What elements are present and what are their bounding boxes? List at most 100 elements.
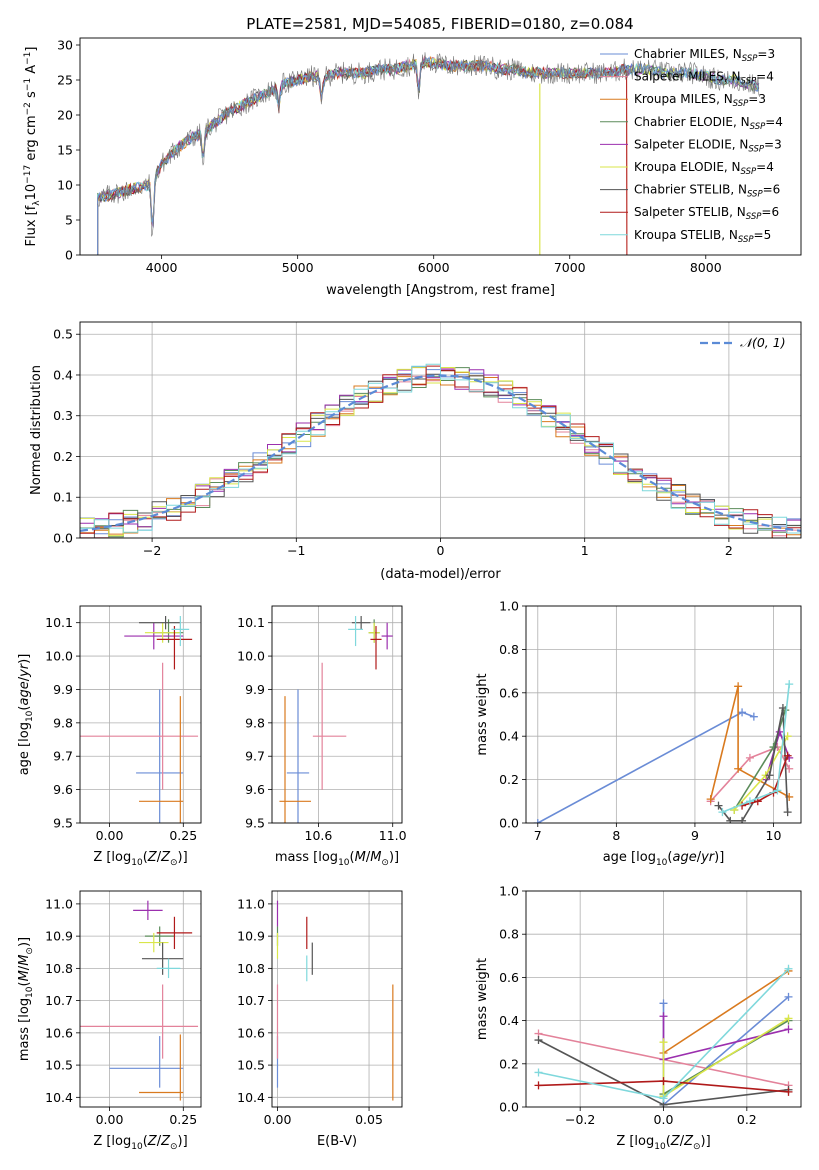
errorbar-kroupa-stelib bbox=[171, 616, 190, 647]
spectrum-observed bbox=[97, 52, 760, 237]
figure-title: PLATE=2581, MJD=54085, FIBERID=0180, z=0… bbox=[246, 15, 633, 33]
residuals-frame bbox=[79, 321, 802, 539]
legend-model: Chabrier ELODIE bbox=[634, 115, 733, 129]
spectrum-xlabel: wavelength [Angstrom, rest frame] bbox=[326, 283, 555, 298]
errorbar-chabrier-stelib bbox=[351, 616, 371, 630]
weight-line bbox=[537, 711, 755, 823]
residuals-ylabel: Normed distribution bbox=[29, 365, 44, 495]
legend-entry: Kroupa STELIB, NSSP=5 bbox=[634, 228, 771, 245]
weight-marker bbox=[718, 808, 727, 817]
age-vs-Z-frame bbox=[79, 605, 202, 824]
y-tick-label: 10.1 bbox=[237, 615, 265, 630]
legend-entry: Salpeter MILES, NSSP=4 bbox=[634, 70, 774, 87]
legend-nssp: 6 bbox=[771, 205, 779, 219]
weight-vs-age-series bbox=[533, 680, 794, 823]
y-tick-label: 10.4 bbox=[45, 1090, 73, 1105]
errorbar-kroupa-miles bbox=[279, 696, 311, 823]
age-vs-mass-axes: 10.6 11.0 9.5 9.6 9.7 9.8 9.9 10.0 10.1 bbox=[237, 606, 407, 843]
spectrum-legend: Chabrier MILES, NSSP=3 Salpeter MILES, NS… bbox=[600, 47, 783, 245]
legend-entry: Chabrier MILES, NSSP=3 bbox=[634, 47, 775, 64]
x-tick-label: 0.05 bbox=[355, 1112, 383, 1127]
weight-marker bbox=[534, 1068, 543, 1077]
errorbar-kroupa-miles bbox=[139, 1034, 184, 1101]
weight-marker bbox=[738, 816, 747, 823]
age-vs-Z-xlabel: Z [log10(Z/Z⊙)] bbox=[93, 850, 187, 868]
y-tick-label: 11.0 bbox=[237, 896, 265, 911]
y-tick-label: 10.7 bbox=[45, 993, 73, 1008]
mass-vs-Z-axes: 0.00 0.25 10.4 10.5 10.6 10.7 10.8 10.9 11.0 bbox=[45, 891, 201, 1127]
x-tick-label: 0.25 bbox=[169, 1112, 197, 1127]
weight-marker bbox=[706, 795, 715, 804]
legend-nssp: 4 bbox=[775, 115, 783, 129]
age-vs-mass-points bbox=[279, 616, 393, 823]
weight-vs-age-xlabel: age [log10(age/yr)] bbox=[603, 850, 725, 868]
legend-entry: Salpeter ELODIE, NSSP=3 bbox=[634, 137, 782, 154]
spectrum-model-salpeter-stelib bbox=[97, 59, 628, 255]
x-tick-label: 6000 bbox=[418, 260, 450, 275]
mass-vs-Z-ylabel: mass [log10(M/M⊙)] bbox=[17, 937, 35, 1061]
weight-series-chabrier-stelib bbox=[714, 703, 792, 823]
weight-marker bbox=[749, 712, 758, 721]
y-tick-label: 9.7 bbox=[245, 749, 265, 764]
y-tick-label: 0.0 bbox=[499, 816, 519, 831]
weight-series-kroupa-miles bbox=[706, 682, 794, 804]
y-tick-label: 9.5 bbox=[53, 816, 73, 831]
y-tick-label: 9.7 bbox=[53, 749, 73, 764]
y-tick-label: 9.5 bbox=[245, 816, 265, 831]
weight-marker bbox=[534, 1036, 543, 1045]
residuals-axes: −2 −1 0 1 2 0.0 0.1 0.2 0.3 0.4 0.5 bbox=[53, 322, 801, 558]
spectrum-frame bbox=[79, 37, 802, 256]
weight-line bbox=[722, 684, 790, 813]
mass-vs-EBV-xlabel: E(B-V) bbox=[317, 1134, 357, 1149]
y-tick-label: 20 bbox=[57, 108, 73, 123]
weight-marker bbox=[784, 1014, 793, 1023]
spectrum-axes: 4000 5000 6000 7000 8000 0 5 10 15 20 25 30 bbox=[57, 38, 722, 276]
y-tick-label: 10.5 bbox=[237, 1058, 265, 1073]
y-tick-label: 0 bbox=[65, 248, 73, 263]
y-tick-label: 0.3 bbox=[53, 408, 73, 423]
legend-nssp: 5 bbox=[764, 228, 772, 242]
weight-marker bbox=[784, 1025, 793, 1034]
errorbar-chabrier-miles bbox=[109, 1036, 184, 1088]
x-tick-label: 0.25 bbox=[169, 828, 197, 843]
weight-marker bbox=[785, 680, 794, 689]
x-tick-label: 0.2 bbox=[737, 1112, 757, 1127]
weight-marker bbox=[659, 1077, 668, 1086]
y-tick-label: 1.0 bbox=[499, 884, 519, 899]
y-tick-label: 0.6 bbox=[499, 685, 519, 700]
weight-marker bbox=[785, 764, 794, 773]
y-tick-label: 0.8 bbox=[499, 927, 519, 942]
x-tick-label: 5000 bbox=[282, 260, 314, 275]
weight-vs-age-frame bbox=[525, 605, 802, 824]
y-tick-label: 10.5 bbox=[45, 1058, 73, 1073]
legend-model: Kroupa ELODIE bbox=[634, 160, 724, 174]
y-tick-label: 0.4 bbox=[53, 367, 73, 382]
errorbar-salpeter-miles bbox=[80, 984, 199, 1059]
y-tick-label: 0.4 bbox=[499, 1013, 519, 1028]
legend-model: Salpeter STELIB bbox=[634, 205, 729, 219]
y-tick-label: 10 bbox=[57, 178, 73, 193]
x-tick-label: 10 bbox=[766, 828, 782, 843]
y-tick-label: 10.9 bbox=[237, 929, 265, 944]
mass-vs-Z-points bbox=[80, 900, 199, 1101]
legend-nssp: 6 bbox=[773, 183, 781, 197]
x-tick-label: 2 bbox=[725, 543, 733, 558]
weight-vs-Z-axes: −0.2 0.0 0.2 0.0 0.2 0.4 0.6 0.8 1.0 bbox=[499, 884, 801, 1127]
weight-marker bbox=[714, 801, 723, 810]
x-tick-label: −0.2 bbox=[565, 1112, 595, 1127]
weight-marker bbox=[659, 1038, 668, 1047]
errorbar-salpeter-miles bbox=[80, 662, 199, 790]
y-tick-label: 10.0 bbox=[237, 649, 265, 664]
y-tick-label: 1.0 bbox=[499, 599, 519, 614]
weight-line bbox=[717, 707, 789, 822]
weight-series-kroupa-stelib bbox=[718, 680, 794, 817]
y-tick-label: 10.0 bbox=[45, 649, 73, 664]
y-tick-label: 9.8 bbox=[245, 715, 265, 730]
x-tick-label: 4000 bbox=[146, 260, 178, 275]
errorbar-kroupa-stelib bbox=[156, 958, 181, 979]
y-tick-label: 10.1 bbox=[45, 615, 73, 630]
weight-line bbox=[663, 970, 789, 1054]
legend-model: Kroupa MILES bbox=[634, 92, 716, 106]
mass-vs-EBV-axes: 0.00 0.05 10.4 10.5 10.6 10.7 10.8 10.9 11.0 bbox=[237, 891, 402, 1127]
weight-marker bbox=[784, 964, 793, 973]
